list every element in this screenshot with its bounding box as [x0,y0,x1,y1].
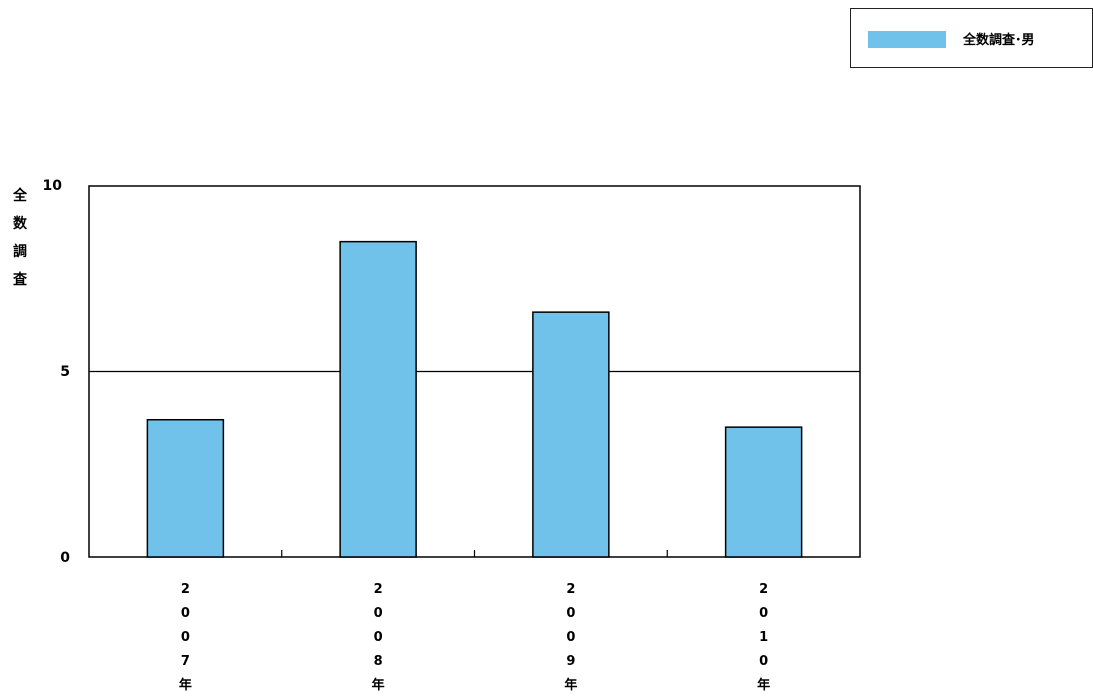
legend-label: 全数調査･男 [963,33,1035,48]
y-tick-label: 10 [42,178,62,194]
y-tick-label: 5 [60,364,70,380]
legend-swatch [868,31,946,48]
bar [724,426,803,558]
legend: 全数調査･男 [850,8,1093,68]
y-tick-label: 0 [60,550,70,566]
y-axis-label: 全数調査 [13,188,27,288]
bar [146,418,225,558]
bar [532,311,610,558]
bar [339,240,417,558]
